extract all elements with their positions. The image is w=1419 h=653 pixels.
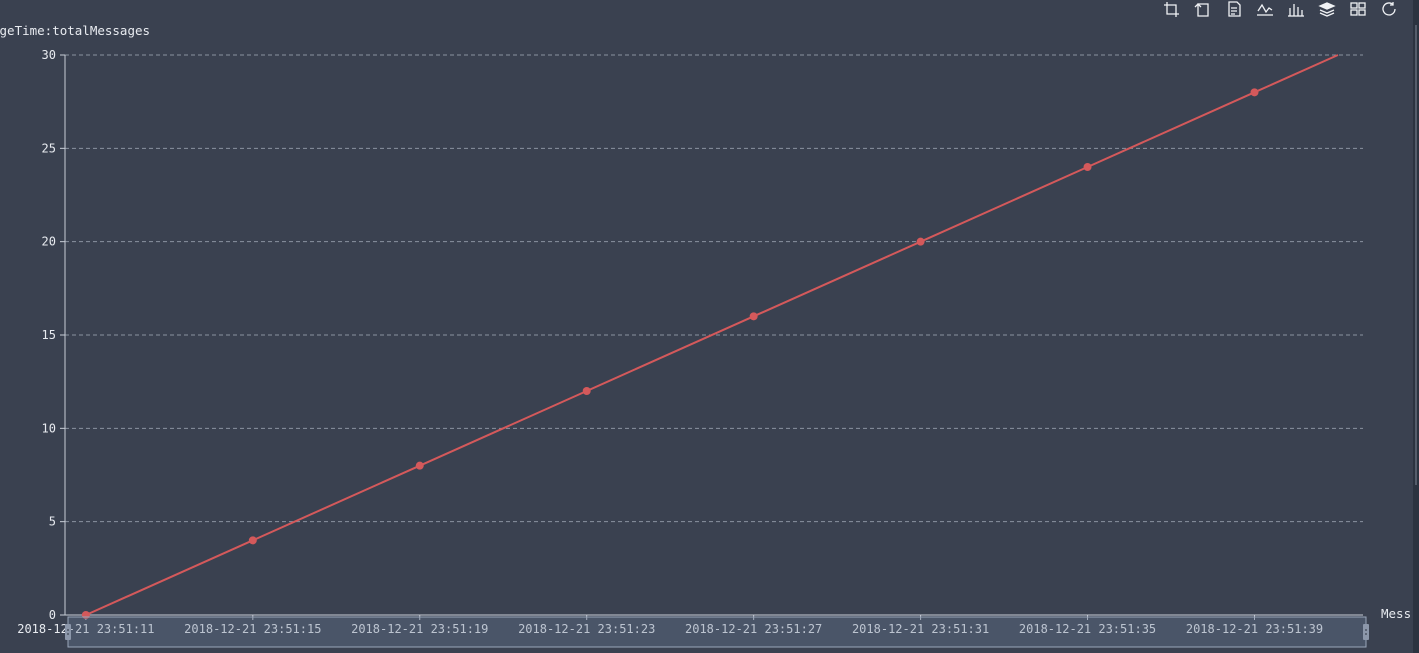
legend-label: ageTime:totalMessages — [0, 23, 150, 38]
zoom-reset-icon[interactable] — [1191, 0, 1215, 18]
y-tick-label: 10 — [42, 421, 56, 435]
toolbox — [1160, 0, 1419, 18]
data-view-icon[interactable] — [1222, 0, 1246, 18]
y-axis-ticks: 0 5 10 15 20 25 30 — [42, 48, 65, 622]
x-tick-label: 2018-12-21 23:51:31 — [852, 622, 989, 636]
data-point[interactable] — [248, 536, 257, 545]
data-point[interactable] — [916, 237, 925, 246]
x-tick-label: 2018-12-21 23:51:23 — [518, 622, 655, 636]
x-tick-label: 2018-12-21 23:51:27 — [685, 622, 822, 636]
x-tick-label: 2018-12-21 23:51:39 — [1186, 622, 1323, 636]
zoom-handle[interactable] — [1363, 624, 1369, 640]
scrollbar[interactable] — [1413, 0, 1419, 653]
data-point[interactable] — [415, 461, 424, 470]
y-tick-label: 15 — [42, 328, 56, 342]
x-tick-label: 2018-12-21 23:51:35 — [1019, 622, 1156, 636]
data-point[interactable] — [1250, 88, 1259, 97]
y-tick-label: 30 — [42, 48, 56, 62]
x-tick-label: 2018-12-21 23:51:15 — [184, 622, 321, 636]
x-tick-label: 2018-12-21 23:51:11 — [17, 622, 154, 636]
zoom-range-bar[interactable] — [67, 616, 1367, 648]
line-type-icon[interactable] — [1253, 0, 1277, 18]
data-point[interactable] — [749, 312, 758, 321]
x-axis-label: Mess — [1381, 606, 1411, 621]
series — [81, 54, 1339, 619]
data-point[interactable] — [582, 387, 591, 395]
y-tick-label: 25 — [42, 141, 56, 155]
stack-icon[interactable] — [1315, 0, 1339, 18]
x-tick-label: 2018-12-21 23:51:19 — [351, 622, 488, 636]
data-zoom-slider[interactable] — [65, 616, 1369, 648]
bar-type-icon[interactable] — [1284, 0, 1308, 18]
y-tick-label: 20 — [42, 235, 56, 249]
y-tick-label: 5 — [49, 515, 56, 529]
restore-icon[interactable] — [1377, 0, 1401, 18]
x-axis-ticks: 2018-12-21 23:51:11 2018-12-21 23:51:15 20… — [17, 615, 1323, 636]
zoom-select-icon[interactable] — [1160, 0, 1184, 18]
zoom-handle[interactable] — [65, 624, 71, 640]
tiled-icon[interactable] — [1346, 0, 1370, 18]
y-tick-label: 0 — [49, 608, 56, 622]
data-point[interactable] — [1083, 163, 1092, 171]
grid-lines — [65, 54, 1363, 523]
